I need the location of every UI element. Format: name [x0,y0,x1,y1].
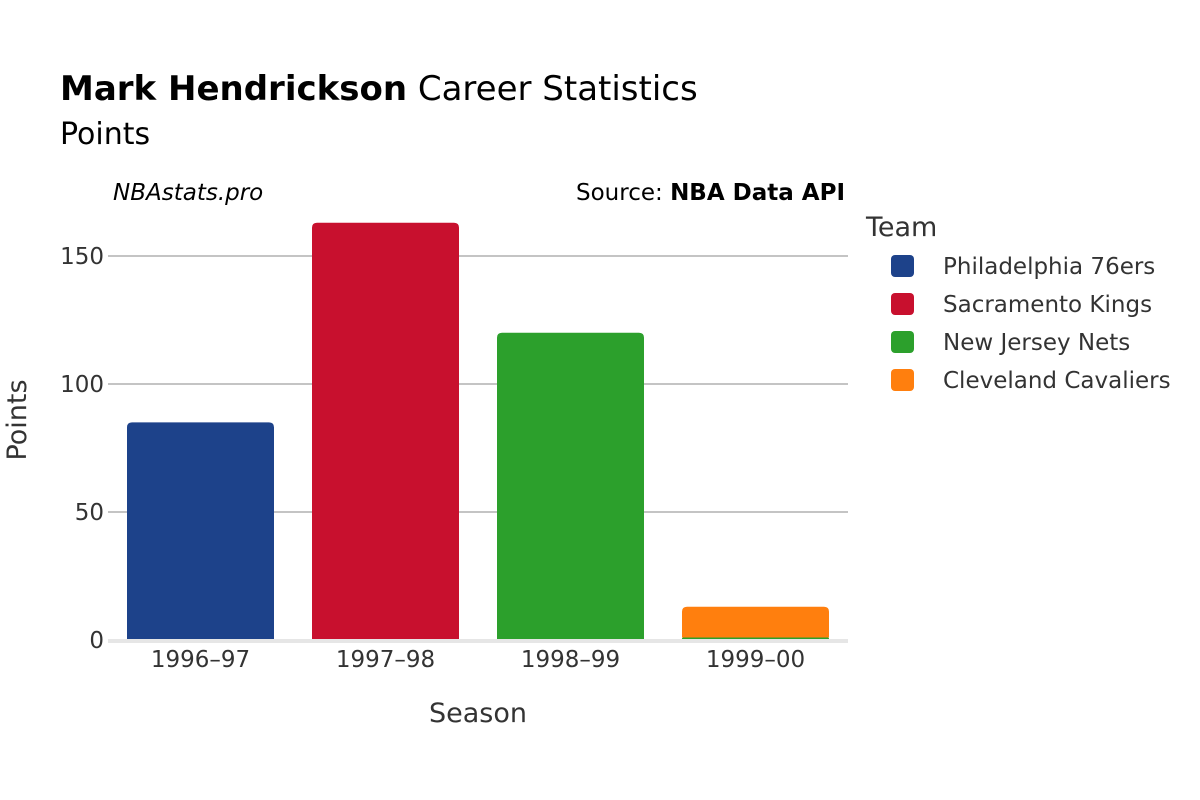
y-tick-label: 100 [60,372,104,398]
legend-swatch [891,293,914,315]
brand-label: NBAstats.pro [113,180,263,206]
bar-1997–98-sacramento-kings [312,222,459,640]
player-name: Mark Hendrickson [60,69,407,109]
legend-swatch [891,255,914,277]
y-tick-label: 50 [75,500,104,526]
bar-1996–97-philadelphia-76ers [127,422,274,640]
legend: Philadelphia 76ers Sacramento Kings New Je… [891,254,1171,394]
legend-label: Philadelphia 76ers [943,254,1155,280]
chart-title: Mark Hendrickson Career Statistics [60,69,698,109]
title-suffix: Career Statistics [407,69,698,109]
legend-label: Sacramento Kings [943,292,1152,318]
bar-1998–99-new-jersey-nets [497,332,644,640]
legend-swatch [891,331,914,353]
x-tick-label: 1997–98 [336,647,435,673]
x-tick-label: 1996–97 [151,647,250,673]
y-tick-label: 0 [89,628,104,654]
x-axis-ticks: 1996–97 1997–98 1998–99 1999–00 [151,647,805,673]
legend-swatch [891,369,914,391]
legend-label: New Jersey Nets [943,330,1130,356]
y-axis-title: Points [2,379,33,460]
bars [127,222,829,640]
y-axis-ticks: 0 50 100 150 [60,244,104,654]
source-prefix: Source: [576,180,670,206]
source-label: Source: NBA Data API [576,180,845,206]
x-axis-title: Season [429,698,527,729]
legend-title: Team [865,212,937,243]
legend-label: Cleveland Cavaliers [943,368,1171,394]
source-name: NBA Data API [670,180,845,206]
x-tick-label: 1999–00 [706,647,805,673]
chart-subtitle: Points [60,117,150,152]
y-tick-label: 150 [60,244,104,270]
bar-1999–00-cleveland-cavaliers [682,606,829,638]
x-tick-label: 1998–99 [521,647,620,673]
